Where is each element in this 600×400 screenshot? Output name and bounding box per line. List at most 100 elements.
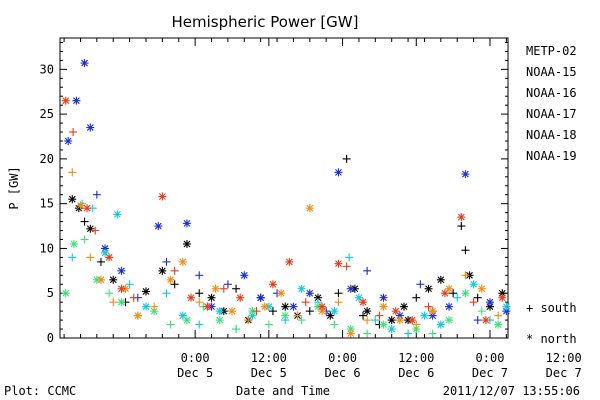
- data-point: [195, 298, 204, 307]
- legend-entry: NOAA-19: [526, 149, 577, 163]
- x-tick-date-label: Dec 7: [546, 366, 582, 380]
- data-point: [141, 302, 150, 311]
- data-point: [195, 320, 204, 329]
- data-point: [182, 239, 191, 248]
- data-point: [80, 235, 89, 244]
- data-point: [305, 307, 314, 316]
- data-point: [170, 280, 179, 289]
- x-tick-time-label: 12:00: [251, 351, 287, 365]
- data-point: [445, 316, 454, 325]
- data-point: [264, 320, 273, 329]
- data-point: [297, 284, 306, 293]
- data-point: [215, 307, 224, 316]
- data-point: [408, 316, 417, 325]
- y-tick-label: 30: [40, 62, 54, 76]
- data-point: [61, 289, 70, 298]
- data-point: [416, 280, 425, 289]
- data-point: [80, 59, 89, 68]
- data-point: [485, 298, 494, 307]
- data-point: [502, 302, 511, 311]
- data-point: [277, 289, 286, 298]
- data-point: [72, 96, 81, 105]
- chart-title: Hemispheric Power [GW]: [172, 13, 359, 31]
- data-point: [342, 154, 351, 163]
- data-point: [252, 307, 261, 316]
- data-point: [203, 302, 212, 311]
- data-point: [240, 271, 249, 280]
- data-point: [182, 219, 191, 228]
- x-tick-time-label: 0:00: [328, 351, 357, 365]
- data-point: [76, 201, 85, 210]
- data-point: [86, 253, 95, 262]
- data-point: [342, 262, 351, 271]
- legend-entry: METP-02: [526, 44, 577, 58]
- data-point: [359, 298, 368, 307]
- data-point: [68, 253, 77, 262]
- data-point: [379, 302, 388, 311]
- data-point: [232, 284, 241, 293]
- data-point: [91, 226, 100, 235]
- data-point: [68, 168, 77, 177]
- x-tick-date-label: Dec 7: [472, 366, 508, 380]
- x-tick-date-label: Dec 6: [324, 366, 360, 380]
- data-point: [195, 271, 204, 280]
- data-point: [399, 302, 408, 311]
- data-point: [363, 307, 372, 316]
- data-point: [260, 302, 269, 311]
- x-tick-date-label: Dec 6: [398, 366, 434, 380]
- data-point: [83, 204, 92, 213]
- plot-credit: Plot: CCMC: [4, 384, 76, 398]
- legend-entry: NOAA-16: [526, 86, 577, 100]
- plot-frame: [59, 37, 509, 339]
- y-tick-label: 5: [47, 286, 54, 300]
- data-point: [80, 217, 89, 226]
- data-point: [166, 320, 175, 329]
- timestamp: 2011/12/07 13:55:06: [443, 384, 580, 398]
- legend-entry: NOAA-17: [526, 107, 577, 121]
- data-point: [297, 316, 306, 325]
- data-point: [227, 307, 236, 316]
- data-point: [178, 257, 187, 266]
- data-point: [330, 320, 339, 329]
- data-point: [318, 302, 327, 311]
- data-point: [457, 222, 466, 231]
- data-point: [371, 316, 380, 325]
- data-point: [150, 302, 159, 311]
- data-point: [363, 316, 372, 325]
- data-point: [473, 316, 482, 325]
- data-point: [494, 311, 503, 320]
- data-point: [68, 195, 77, 204]
- legend-entry: NOAA-15: [526, 65, 577, 79]
- data-point: [96, 275, 105, 284]
- data-point: [449, 289, 458, 298]
- data-point: [187, 293, 196, 302]
- data-point: [412, 293, 421, 302]
- data-point: [154, 222, 163, 231]
- legend: METP-02 NOAA-15 NOAA-16 NOAA-17 NOAA-18 NOAA-…: [526, 44, 577, 163]
- y-tick-label: 20: [40, 152, 54, 166]
- data-point: [244, 316, 253, 325]
- data-point: [182, 316, 191, 325]
- data-points: [61, 59, 511, 338]
- data-point: [109, 298, 118, 307]
- data-point: [481, 316, 490, 325]
- data-point: [461, 170, 470, 179]
- marker-legend-south: + south: [526, 301, 577, 315]
- data-point: [391, 307, 400, 316]
- data-point: [465, 271, 474, 280]
- data-point: [281, 311, 290, 320]
- data-point: [379, 320, 388, 329]
- data-point: [395, 316, 404, 325]
- data-point: [428, 307, 437, 316]
- data-point: [219, 284, 228, 293]
- legend-entry: NOAA-18: [526, 128, 577, 142]
- y-tick-label: 0: [47, 331, 54, 345]
- data-point: [379, 293, 388, 302]
- data-point: [170, 266, 179, 275]
- data-point: [158, 192, 167, 201]
- data-point: [117, 284, 126, 293]
- x-tick-time-label: 12:00: [398, 351, 434, 365]
- data-point: [178, 311, 187, 320]
- data-point: [334, 168, 343, 177]
